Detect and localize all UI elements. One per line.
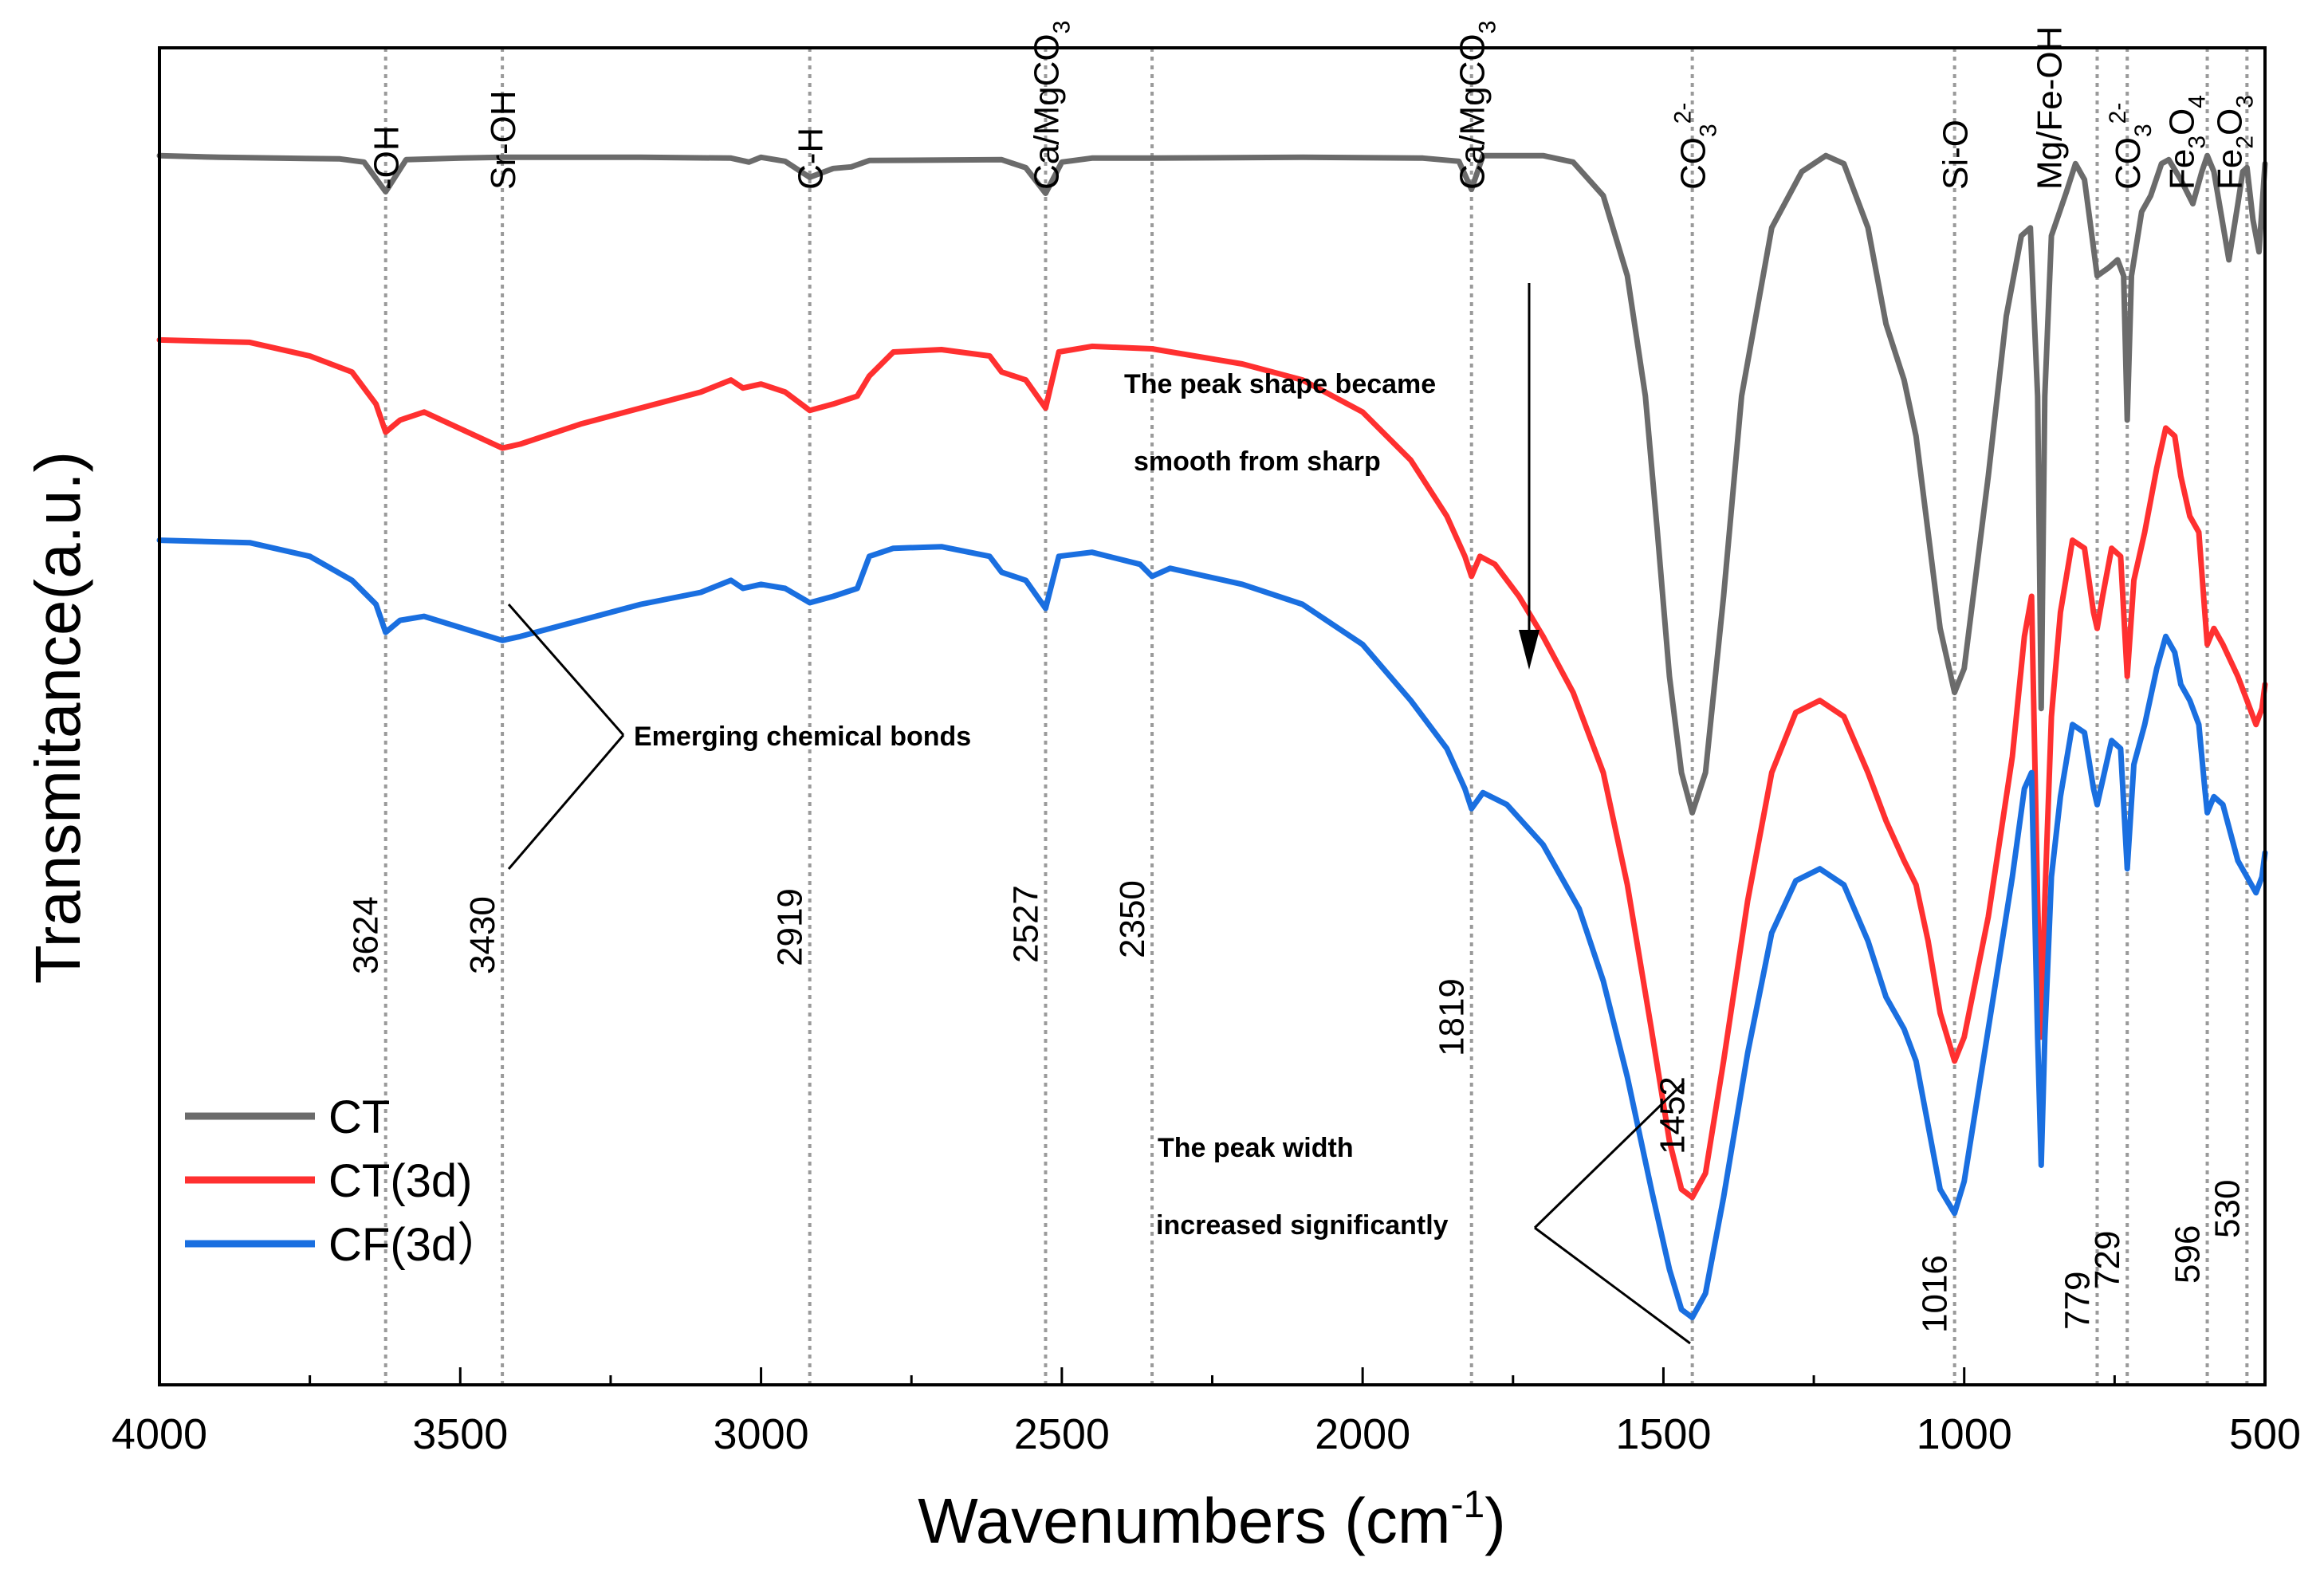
x-tick-label-3000: 3000 [714,1410,809,1458]
x-tick-label-2500: 2500 [1014,1410,1110,1458]
annotation-peak-shape-line1: The peak shape became [1124,369,1436,399]
peak-label-2919: 2919 [771,888,810,966]
plot-frame [158,46,2267,1386]
series-group [156,152,2268,1320]
band-label-1: Sr-OH [484,90,523,190]
series-line-1 [156,336,2268,1201]
band-label-10: Fe2O3 [2211,95,2259,190]
legend-label-0: CT [328,1091,390,1143]
legend-label-2: CF(3d） [328,1219,503,1271]
legend: CT CT(3d) CF(3d） [185,1091,503,1271]
series-line-2 [156,537,2268,1320]
annotation-emerging-pointer-upper [507,604,625,736]
x-tick-label-4000: 4000 [112,1410,207,1458]
peak-label-779: 779 [2059,1272,2098,1330]
x-axis-title-sup: -1 [1450,1484,1484,1526]
band-label-9: Fe3O4 [2162,95,2210,190]
legend-label-1: CT(3d) [328,1155,472,1207]
x-axis-ticks: 4000 3500 3000 2500 2000 1500 1000 500 [112,1367,2301,1458]
band-labels: -OH Sr-OH C-H Ca/MgCO3 Ca/MgCO3 CO32- Si-O Mg/F… [368,21,2259,190]
annotation-emerging-pointer-lower [507,734,625,870]
peak-label-3624: 3624 [347,896,386,974]
x-axis-title-main: Wavenumbers (cm [918,1485,1450,1556]
peak-label-1819: 1819 [1433,978,1472,1056]
band-label-4: Ca/MgCO3 [1453,21,1501,190]
x-tick-label-1500: 1500 [1615,1410,1711,1458]
peak-label-2350: 2350 [1113,880,1152,958]
band-label-5: CO32- [1670,103,1722,190]
band-label-2: C-H [792,128,831,190]
annotation-down-arrow-head [1519,630,1540,670]
x-axis-title: Wavenumbers (cm-1) [918,1484,1506,1556]
peak-label-530: 530 [2208,1180,2247,1238]
band-label-8: CO32- [2105,103,2157,190]
annotation-peak-width-line2: increased significantly [1156,1210,1449,1241]
peak-label-3430: 3430 [463,896,502,974]
series-line-0 [156,152,2268,816]
x-tick-label-2000: 2000 [1315,1410,1410,1458]
reference-lines [383,48,2249,1385]
peak-label-596: 596 [2169,1225,2208,1284]
band-label-0: -OH [368,125,407,190]
x-tick-label-1000: 1000 [1917,1410,2012,1458]
x-tick-label-3500: 3500 [412,1410,508,1458]
band-label-7: Mg/Fe-OH [2030,26,2069,190]
peak-label-729: 729 [2088,1231,2127,1289]
x-tick-label-500: 500 [2229,1410,2301,1458]
peak-label-1452: 1452 [1654,1076,1693,1154]
band-label-3: Ca/MgCO3 [1028,21,1075,190]
annotation-emerging-bonds: Emerging chemical bonds [634,722,971,752]
peak-label-1016: 1016 [1916,1255,1955,1333]
x-axis-title-end: ) [1484,1485,1506,1556]
band-label-6: Si-O [1937,120,1976,190]
peak-label-2527: 2527 [1007,885,1046,963]
annotation-peak-shape-line2: smooth from sharp [1134,446,1381,477]
annotation-width-pointer-lower [1534,1226,1691,1345]
annotation-width-pointer-upper [1533,1081,1685,1229]
y-axis-title: Transmitance(a.u.) [22,451,93,984]
annotation-peak-width-line1: The peak width [1158,1133,1354,1163]
